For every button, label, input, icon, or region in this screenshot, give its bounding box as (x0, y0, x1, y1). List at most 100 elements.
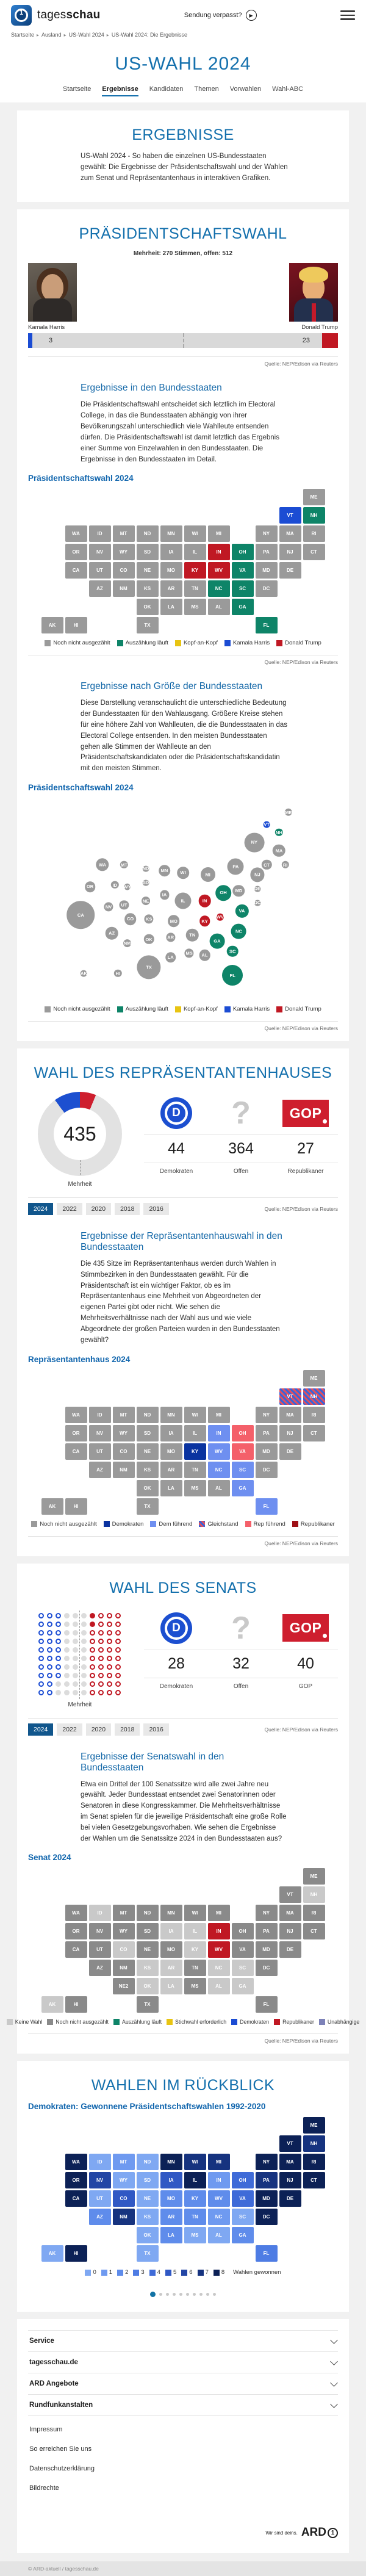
state-tile-KS[interactable]: KS (136, 580, 159, 597)
state-tile-TX[interactable]: TX (136, 2245, 159, 2262)
state-bubble-KS[interactable]: KS (144, 914, 154, 924)
state-tile-GA[interactable]: GA (231, 1479, 254, 1496)
tab-startseite[interactable]: Startseite (62, 85, 92, 93)
year-button-2022[interactable]: 2022 (57, 1723, 82, 1736)
state-tile-OH[interactable]: OH (231, 1424, 254, 1441)
state-tile-NM[interactable]: NM (112, 1461, 135, 1478)
state-tile-LA[interactable]: LA (160, 2227, 182, 2244)
carousel-dot[interactable] (150, 2292, 156, 2298)
state-tile-NM[interactable]: NM (112, 1960, 135, 1977)
state-tile-OR[interactable]: OR (65, 2172, 87, 2189)
state-bubble-SC[interactable]: SC (226, 945, 239, 958)
state-tile-FL[interactable]: FL (255, 1498, 278, 1515)
state-tile-NJ[interactable]: NJ (279, 2172, 301, 2189)
state-tile-NV[interactable]: NV (88, 2172, 111, 2189)
year-button-2016[interactable]: 2016 (143, 1203, 169, 1215)
state-tile-WA[interactable]: WA (65, 2154, 87, 2171)
ard-logo[interactable]: ARD 1 (301, 2526, 338, 2539)
state-tile-KY[interactable]: KY (184, 2190, 206, 2207)
state-tile-ND[interactable]: ND (136, 1905, 159, 1922)
state-bubble-GA[interactable]: GA (209, 933, 225, 949)
state-tile-NM[interactable]: NM (112, 580, 135, 597)
state-tile-WY[interactable]: WY (112, 2172, 135, 2189)
state-tile-KY[interactable]: KY (184, 1941, 206, 1958)
state-tile-AL[interactable]: AL (207, 1479, 230, 1496)
state-tile-SD[interactable]: SD (136, 1424, 159, 1441)
state-tile-KS[interactable]: KS (136, 1960, 159, 1977)
state-tile-VT[interactable]: VT (279, 2135, 301, 2152)
state-tile-WI[interactable]: WI (184, 1905, 206, 1922)
electoral-vote-bar[interactable]: 3 23 (28, 333, 338, 348)
state-tile-NV[interactable]: NV (88, 1923, 111, 1940)
state-bubble-WV[interactable]: WV (216, 913, 224, 921)
tab-wahl-abc[interactable]: Wahl-ABC (272, 85, 304, 93)
state-tile-HI[interactable]: HI (65, 1996, 87, 2013)
state-tile-SC[interactable]: SC (231, 1960, 254, 1977)
state-bubble-TX[interactable]: TX (137, 955, 161, 980)
state-bubble-LA[interactable]: LA (165, 951, 176, 963)
state-tile-NJ[interactable]: NJ (279, 1923, 301, 1940)
state-tile-PA[interactable]: PA (255, 544, 278, 561)
state-tile-MO[interactable]: MO (160, 562, 182, 579)
senate-map[interactable]: WA OR CA NV MT WY UT AZ NM ND SD NE NE2 TX MN MO WI MI OH P… (41, 1868, 325, 2013)
state-tile-MI[interactable]: MI (207, 1406, 230, 1423)
state-bubble-UT[interactable]: UT (119, 900, 129, 910)
state-bubble-MI[interactable]: MI (200, 867, 215, 882)
state-tile-DE[interactable]: DE (279, 2190, 301, 2207)
state-tile-WI[interactable]: WI (184, 525, 206, 543)
state-bubble-WY[interactable]: WY (123, 883, 131, 890)
state-tile-OR[interactable]: OR (65, 544, 87, 561)
carousel-dot[interactable] (193, 2293, 196, 2296)
state-tile-AR[interactable]: AR (160, 1960, 182, 1977)
state-tile-IN[interactable]: IN (207, 1424, 230, 1441)
footer-link[interactable]: Impressum (29, 2426, 63, 2434)
state-tile-PA[interactable]: PA (255, 1424, 278, 1441)
state-tile-IN[interactable]: IN (207, 1923, 230, 1940)
breadcrumb-link[interactable]: US-Wahl 2024 (68, 32, 104, 38)
state-tile-ME[interactable]: ME (303, 1868, 325, 1885)
state-tile-NH[interactable]: NH (303, 1388, 325, 1405)
state-tile-TN[interactable]: TN (184, 1461, 206, 1478)
state-tile-IL[interactable]: IL (184, 2172, 206, 2189)
state-tile-ID[interactable]: ID (88, 1406, 111, 1423)
state-tile-CA[interactable]: CA (65, 562, 87, 579)
state-tile-FL[interactable]: FL (255, 1996, 278, 2013)
state-tile-PA[interactable]: PA (255, 2172, 278, 2189)
state-tile-CO[interactable]: CO (112, 562, 135, 579)
state-bubble-KY[interactable]: KY (199, 915, 210, 927)
state-tile-OK[interactable]: OK (136, 2227, 159, 2244)
hamburger-menu-icon[interactable] (340, 10, 355, 20)
state-tile-AR[interactable]: AR (160, 580, 182, 597)
state-tile-TX[interactable]: TX (136, 1996, 159, 2013)
state-tile-IN[interactable]: IN (207, 544, 230, 561)
play-icon[interactable]: ▶ (245, 10, 257, 21)
state-tile-VT[interactable]: VT (279, 507, 301, 524)
state-tile-TN[interactable]: TN (184, 2209, 206, 2226)
state-bubble-NH[interactable]: NH (275, 828, 283, 837)
state-tile-MT[interactable]: MT (112, 1905, 135, 1922)
state-tile-NY[interactable]: NY (255, 2154, 278, 2171)
state-tile-NE[interactable]: NE (136, 2190, 159, 2207)
state-tile-NE[interactable]: NE (136, 1443, 159, 1460)
state-tile-AZ[interactable]: AZ (88, 1461, 111, 1478)
state-tile-UT[interactable]: UT (88, 562, 111, 579)
state-bubble-ND[interactable]: ND (142, 865, 149, 872)
state-bubble-VT[interactable]: VT (263, 821, 270, 828)
state-tile-ND[interactable]: ND (136, 2154, 159, 2171)
state-bubble-MO[interactable]: MO (167, 915, 180, 928)
state-tile-UT[interactable]: UT (88, 1941, 111, 1958)
state-tile-IA[interactable]: IA (160, 1424, 182, 1441)
state-tile-MS[interactable]: MS (184, 1479, 206, 1496)
state-tile-CA[interactable]: CA (65, 1443, 87, 1460)
state-tile-NE[interactable]: NE (136, 562, 159, 579)
state-tile-MO[interactable]: MO (160, 1443, 182, 1460)
tab-kandidaten[interactable]: Kandidaten (149, 85, 184, 93)
carousel-dot[interactable] (206, 2293, 209, 2296)
state-bubble-SD[interactable]: SD (142, 879, 149, 886)
carousel-dot[interactable] (159, 2293, 162, 2296)
state-bubble-DC[interactable]: DC (254, 900, 261, 906)
electoral-bubble-map[interactable]: CA TX FL NY PA IL OH GA NC MI NJ VA WA AZ MA TN IN MD MN MO… (28, 798, 338, 1000)
state-tile-NC[interactable]: NC (207, 1960, 230, 1977)
state-tile-WY[interactable]: WY (112, 544, 135, 561)
state-tile-ME[interactable]: ME (303, 489, 325, 506)
